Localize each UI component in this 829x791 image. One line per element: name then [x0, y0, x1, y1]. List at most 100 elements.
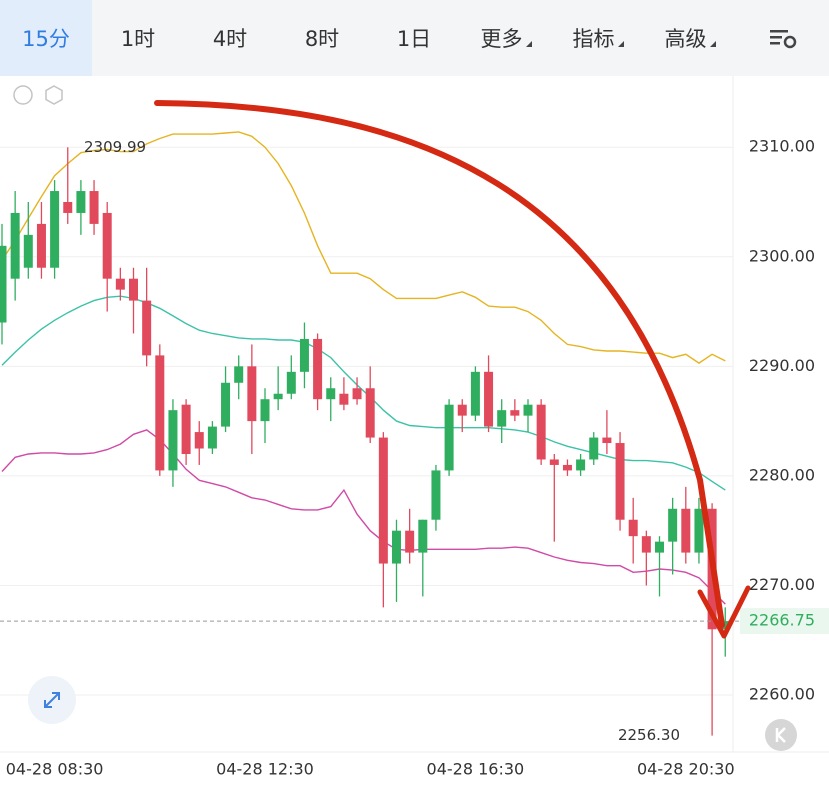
candle-body: [89, 191, 99, 224]
candle-body: [326, 388, 336, 400]
candle-body: [36, 223, 46, 268]
tab-label: 1时: [120, 27, 156, 51]
tab[interactable]: 1时: [92, 0, 184, 76]
candle-body: [510, 410, 520, 416]
candle-body: [181, 404, 191, 454]
candle-body: [549, 459, 559, 465]
band-line: [1, 295, 726, 491]
candle-body: [431, 470, 441, 520]
high-marker-label: 2309.99: [84, 138, 146, 156]
tab-label: 8时: [304, 27, 340, 51]
y-tick-label: 2280.00: [749, 465, 815, 484]
candle-body: [194, 432, 204, 449]
tab[interactable]: 15分: [0, 0, 92, 76]
plot-area: 2260.00 2270.00 2280.00 2290.00 2300.00 2310.…: [0, 131, 829, 779]
candle-body: [23, 234, 33, 268]
x-tick-label: 04-28 12:30: [216, 760, 314, 779]
candle-body: [313, 338, 323, 400]
tab-label: 4时: [212, 27, 248, 51]
candle-body: [10, 212, 20, 279]
candle-body: [273, 393, 283, 400]
candle-body: [155, 355, 165, 471]
tab-label: 高级: [664, 27, 707, 51]
candle-body: [365, 388, 375, 438]
y-tick-label: 2290.00: [749, 356, 815, 375]
candle-body: [234, 366, 244, 383]
candle-body: [221, 382, 231, 427]
tab-label: 15分: [22, 27, 70, 51]
chart: 2260.00 2270.00 2280.00 2290.00 2300.00 2310.…: [0, 76, 829, 779]
tab[interactable]: 1日: [368, 0, 460, 76]
tab[interactable]: 指标: [552, 0, 644, 76]
candle-body: [405, 530, 415, 553]
tab[interactable]: 8时: [276, 0, 368, 76]
annotation-arrow: [154, 100, 725, 628]
dropdown-icon: [709, 41, 716, 47]
tab[interactable]: 4时: [184, 0, 276, 76]
candle-body: [589, 437, 599, 460]
candle-body: [720, 621, 730, 630]
y-tick-label: 2260.00: [749, 685, 815, 704]
candle-body: [536, 404, 546, 460]
dropdown-icon: [617, 41, 624, 47]
candle-body: [470, 371, 480, 416]
settings-button[interactable]: [736, 0, 829, 76]
y-tick-label: 2270.00: [749, 575, 815, 594]
x-tick-label: 04-28 20:30: [637, 760, 735, 779]
candle-body: [168, 410, 178, 471]
candle-body: [602, 437, 612, 444]
candle-body: [63, 201, 73, 213]
candle-body: [129, 278, 138, 301]
y-tick-label: 2310.00: [749, 137, 815, 156]
settings-icon[interactable]: [45, 85, 63, 105]
candle-body: [286, 371, 296, 394]
x-tick-label: 04-28 08:30: [6, 760, 104, 779]
candle-body: [260, 399, 270, 422]
annotation-arrowhead: [697, 585, 751, 639]
k-icon: [775, 727, 786, 743]
candle-body: [339, 393, 349, 405]
candle-body: [523, 404, 533, 416]
expand-icon: [44, 692, 60, 708]
candle-body: [142, 300, 152, 356]
candle-body: [444, 404, 454, 471]
tab[interactable]: 更多: [460, 0, 552, 76]
candle-body: [299, 338, 309, 372]
band-line: [1, 429, 726, 605]
y-tick-label: 2300.00: [749, 246, 815, 265]
candle-body: [392, 530, 401, 564]
tab-label: 指标: [572, 27, 615, 51]
tab-label: 更多: [480, 27, 523, 51]
candle-body: [497, 410, 507, 427]
candle-body: [418, 519, 428, 553]
candle-body: [207, 426, 217, 449]
tab-label: 1日: [396, 27, 432, 51]
candle-body: [641, 536, 651, 553]
last-price-label: 2266.75: [749, 611, 815, 630]
dropdown-icon: [525, 41, 532, 47]
tab[interactable]: 高级: [644, 0, 736, 76]
k-button[interactable]: [765, 719, 797, 751]
toggle-icon[interactable]: [13, 85, 33, 105]
band-line: [1, 131, 726, 364]
candle-body: [0, 245, 7, 323]
candle-body: [102, 212, 112, 279]
candle-body: [668, 508, 678, 542]
candle-body: [562, 464, 572, 471]
candle-body: [115, 278, 125, 290]
candle-body: [247, 366, 257, 422]
candle-body: [576, 459, 586, 471]
candle-body: [484, 371, 494, 427]
candle-body: [76, 191, 86, 213]
candle-body: [50, 191, 60, 268]
candle-body: [615, 443, 625, 520]
candle-body: [655, 541, 664, 553]
low-marker-label: 2256.30: [618, 726, 680, 744]
candle-body: [457, 404, 467, 416]
candle-body: [352, 388, 362, 400]
last-price-box: [740, 608, 829, 635]
x-tick-label: 04-28 16:30: [427, 760, 525, 779]
candle-body: [694, 508, 704, 553]
candle-body: [378, 437, 388, 564]
